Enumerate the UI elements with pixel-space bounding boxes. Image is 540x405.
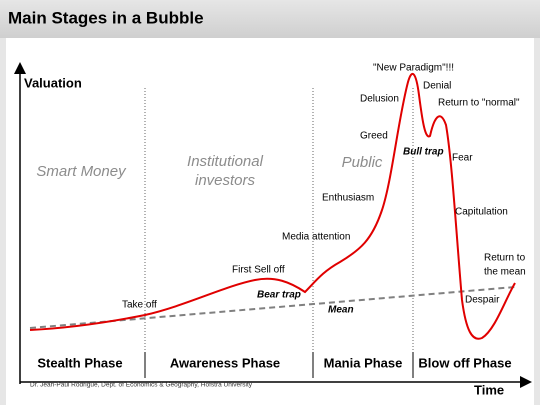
- phase-label: Stealth Phase: [37, 355, 122, 370]
- annotation: Return to "normal": [438, 98, 520, 109]
- group-label: investors: [195, 172, 256, 189]
- y-axis-label: Valuation: [24, 75, 82, 90]
- phase-label: Awareness Phase: [170, 355, 280, 370]
- header-band: [0, 0, 540, 38]
- bubble-curve: [29, 72, 516, 340]
- annotation: Greed: [360, 131, 388, 142]
- annotation: Enthusiasm: [322, 193, 374, 204]
- phase-label: Blow off Phase: [418, 355, 511, 370]
- annotation: Take off: [122, 300, 157, 311]
- annotation: "New Paradigm"!!!: [373, 63, 454, 74]
- credit: Dr. Jean-Paul Rodrigue, Dept. of Economi…: [30, 382, 253, 389]
- x-axis-label: Time: [474, 382, 504, 397]
- title: Main Stages in a Bubble: [8, 8, 204, 27]
- group-label: Smart Money: [36, 163, 127, 180]
- phase-label: Mania Phase: [324, 355, 403, 370]
- annotation: Capitulation: [455, 207, 508, 218]
- annotation: Media attention: [282, 232, 350, 243]
- annotation: Bull trap: [403, 147, 444, 158]
- annotation: Return to: [484, 253, 526, 264]
- annotation: Fear: [452, 153, 473, 164]
- annotation: Denial: [423, 81, 451, 92]
- group-label: Public: [342, 154, 383, 171]
- annotation: Delusion: [360, 94, 399, 105]
- annotation: First Sell off: [232, 265, 285, 276]
- group-label: Institutional: [187, 153, 264, 170]
- annotation: Mean: [328, 305, 354, 316]
- right-border: [534, 38, 540, 405]
- annotation: Bear trap: [257, 290, 301, 301]
- left-border: [0, 38, 6, 405]
- phase-dividers: [144, 88, 414, 378]
- annotation: Despair: [465, 295, 500, 306]
- phase-separators: [144, 352, 414, 378]
- annotation: the mean: [484, 267, 526, 278]
